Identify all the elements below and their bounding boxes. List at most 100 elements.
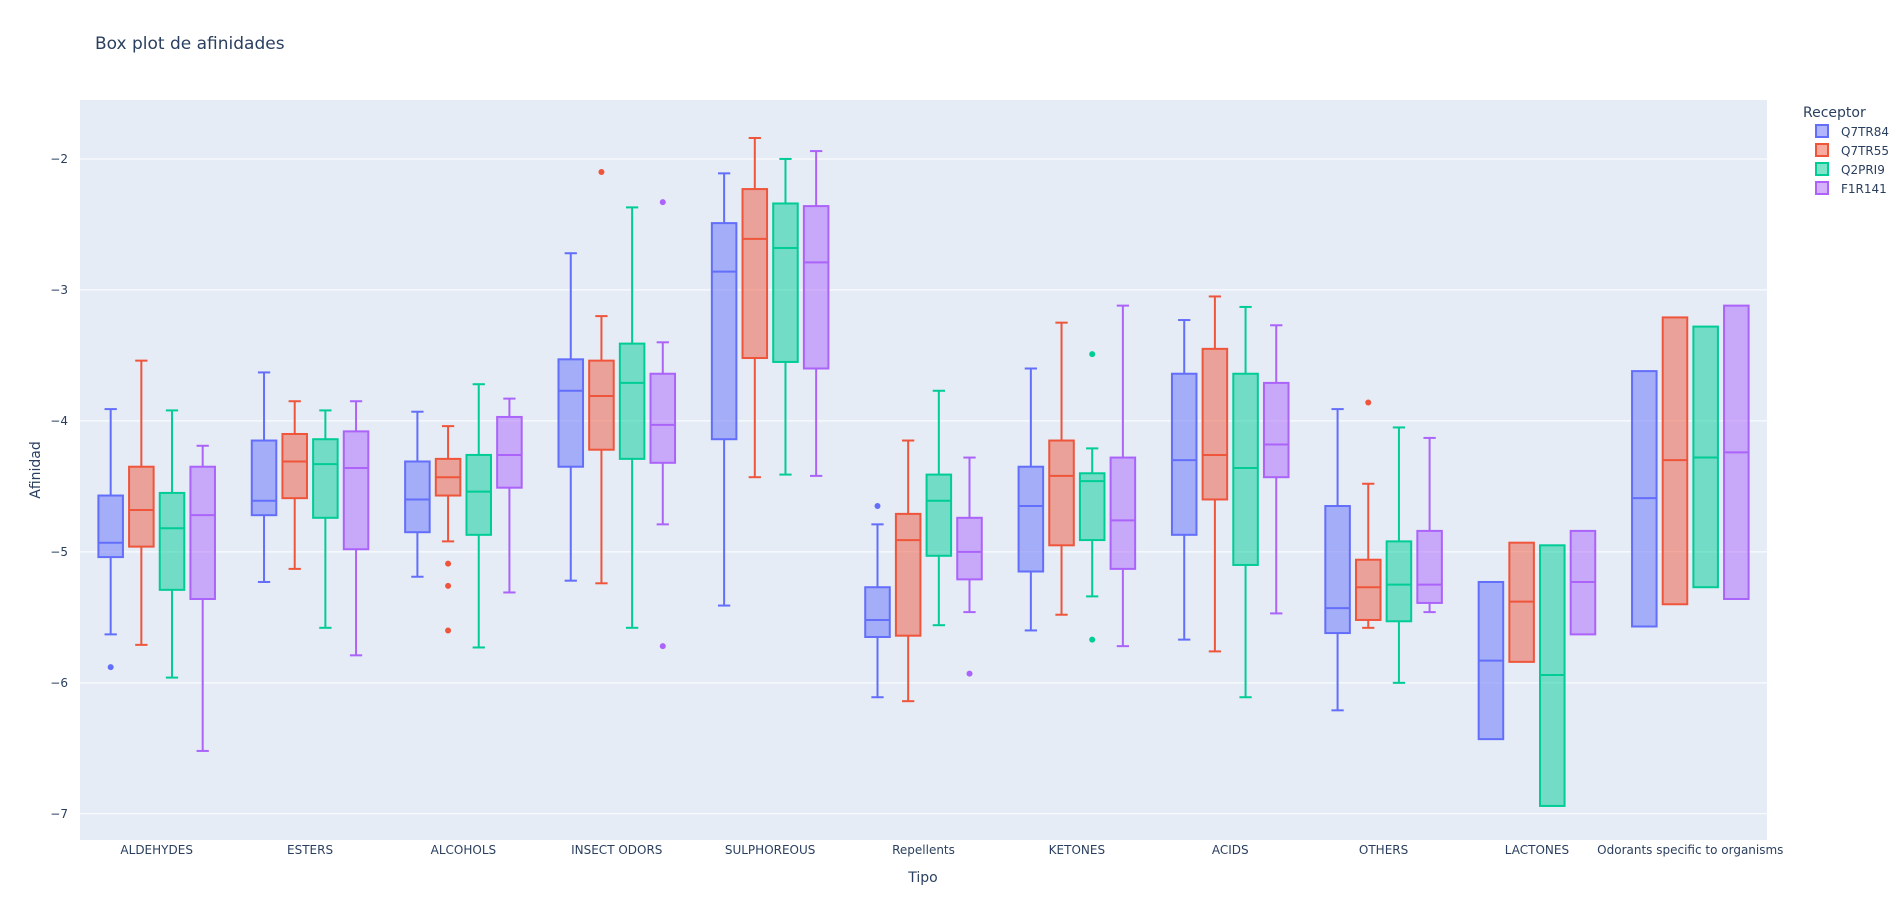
box-iqr <box>588 359 615 451</box>
box-iqr <box>404 460 431 534</box>
box-iqr <box>925 473 953 557</box>
box-iqr <box>250 439 278 517</box>
legend-item-F1R141: F1R141 <box>1815 181 1887 196</box>
x-tick-label: ESTERS <box>287 843 333 857</box>
outlier-point <box>445 627 452 634</box>
box-Q7TR84-ACIDS <box>1170 319 1198 641</box>
box-Q7TR84-INSECT ODORS <box>557 252 585 582</box>
outlier-point <box>445 560 452 567</box>
box-iqr <box>1232 372 1259 566</box>
outlier-point <box>1089 351 1096 358</box>
outlier-point <box>598 169 605 176</box>
outlier-point <box>445 582 452 589</box>
legend-swatch <box>1815 181 1829 195</box>
box-Q7TR84-Odorants specific to organisms <box>1631 370 1658 628</box>
outlier-point <box>874 503 881 510</box>
box-iqr <box>1109 456 1137 570</box>
chart-title: Box plot de afinidades <box>95 34 285 54</box>
box-Q2PRI9-Repellents <box>925 389 953 627</box>
box-F1R141-LACTONES <box>1569 529 1597 636</box>
box-Q7TR84-KETONES <box>1017 367 1045 632</box>
y-tick-labels: −7 −6 −5 −4 −3 −2 <box>50 152 68 821</box>
box-Q7TR84-ESTERS <box>250 371 278 583</box>
x-tick-label: ALDEHYDES <box>120 843 193 857</box>
outlier-point <box>1089 636 1096 643</box>
y-tick-label: −7 <box>50 807 68 821</box>
box-Q7TR84-OTHERS <box>1324 408 1351 712</box>
box-Q2PRI9-ALCOHOLS <box>465 383 493 649</box>
legend-item-Q7TR84: Q7TR84 <box>1815 124 1889 139</box>
x-tick-label: INSECT ODORS <box>571 843 662 857</box>
box-iqr <box>802 205 830 370</box>
box-iqr <box>710 222 738 441</box>
box-Q2PRI9-INSECT ODORS <box>618 206 646 629</box>
box-Q7TR55-Repellents <box>894 439 922 703</box>
y-tick-label: −3 <box>50 283 68 297</box>
outlier-point <box>659 643 666 650</box>
box-iqr <box>1201 347 1229 501</box>
box-iqr <box>649 372 677 464</box>
box-iqr <box>772 202 799 363</box>
box-iqr <box>1416 529 1443 604</box>
x-tick-label: Repellents <box>892 843 955 857</box>
y-tick-label: −4 <box>50 414 68 428</box>
legend-swatch <box>1815 124 1829 138</box>
box-iqr <box>1017 465 1045 573</box>
legend-item-Q2PRI9: Q2PRI9 <box>1815 162 1885 177</box>
box-Q2PRI9-KETONES <box>1078 351 1106 643</box>
box-Q2PRI9-ACIDS <box>1232 305 1259 699</box>
box-F1R141-OTHERS <box>1416 436 1443 614</box>
box-Q7TR55-SULPHOREOUS <box>741 136 769 479</box>
box-iqr <box>128 465 155 548</box>
y-tick-label: −2 <box>50 152 68 166</box>
y-tick-label: −5 <box>50 545 68 559</box>
box-Q2PRI9-OTHERS <box>1385 426 1413 684</box>
box-iqr <box>189 465 216 601</box>
box-Q2PRI9-ALDEHYDES <box>158 409 186 679</box>
legend: Receptor Q7TR84 Q7TR55 Q2PRI9 F1R141 <box>1803 105 1889 196</box>
box-iqr <box>894 512 922 637</box>
box-iqr <box>1048 439 1075 547</box>
box-F1R141-INSECT ODORS <box>649 199 677 650</box>
x-tick-label: KETONES <box>1049 843 1105 857</box>
legend-label: F1R141 <box>1841 182 1887 196</box>
box-F1R141-SULPHOREOUS <box>802 150 830 477</box>
box-iqr <box>1385 540 1413 623</box>
box-Q2PRI9-Odorants specific to organisms <box>1692 325 1719 589</box>
box-iqr <box>281 432 308 500</box>
x-axis-title: Tipo <box>907 870 937 886</box>
box-Q7TR55-KETONES <box>1048 321 1075 616</box>
box-F1R141-ACIDS <box>1262 324 1290 615</box>
x-tick-label: SULPHOREOUS <box>725 843 816 857</box>
box-iqr <box>1354 558 1382 621</box>
box-F1R141-ESTERS <box>342 400 370 657</box>
box-iqr <box>1170 372 1198 536</box>
box-iqr <box>1078 472 1106 542</box>
box-F1R141-ALDEHYDES <box>189 444 216 752</box>
legend-label: Q7TR55 <box>1841 144 1889 158</box>
x-tick-label: ALCOHOLS <box>431 843 497 857</box>
box-Q2PRI9-LACTONES <box>1539 544 1566 807</box>
x-tick-label: LACTONES <box>1505 843 1569 857</box>
series-F1R141 <box>189 150 1750 752</box>
box-F1R141-ALCOHOLS <box>496 397 523 594</box>
box-Q7TR55-ESTERS <box>281 400 308 570</box>
box-Q2PRI9-SULPHOREOUS <box>772 157 799 476</box>
box-Q7TR55-ALDEHYDES <box>128 359 155 646</box>
box-Q7TR55-ACIDS <box>1201 295 1229 653</box>
box-iqr <box>312 438 339 519</box>
box-iqr <box>956 516 983 581</box>
box-iqr <box>342 430 370 551</box>
outlier-point <box>659 199 666 206</box>
box-Q7TR84-Repellents <box>864 503 891 699</box>
box-Q7TR55-LACTONES <box>1508 541 1535 663</box>
box-Q7TR55-INSECT ODORS <box>588 169 615 585</box>
x-tick-labels: ALDEHYDES ESTERS ALCOHOLS INSECT ODORS SULPH… <box>120 843 1783 857</box>
y-gridlines <box>80 158 1767 815</box>
box-F1R141-KETONES <box>1109 304 1137 648</box>
legend-item-Q7TR55: Q7TR55 <box>1815 143 1889 158</box>
box-F1R141-Repellents <box>956 456 983 677</box>
outlier-point <box>107 664 114 671</box>
x-tick-label: ACIDS <box>1212 843 1249 857</box>
